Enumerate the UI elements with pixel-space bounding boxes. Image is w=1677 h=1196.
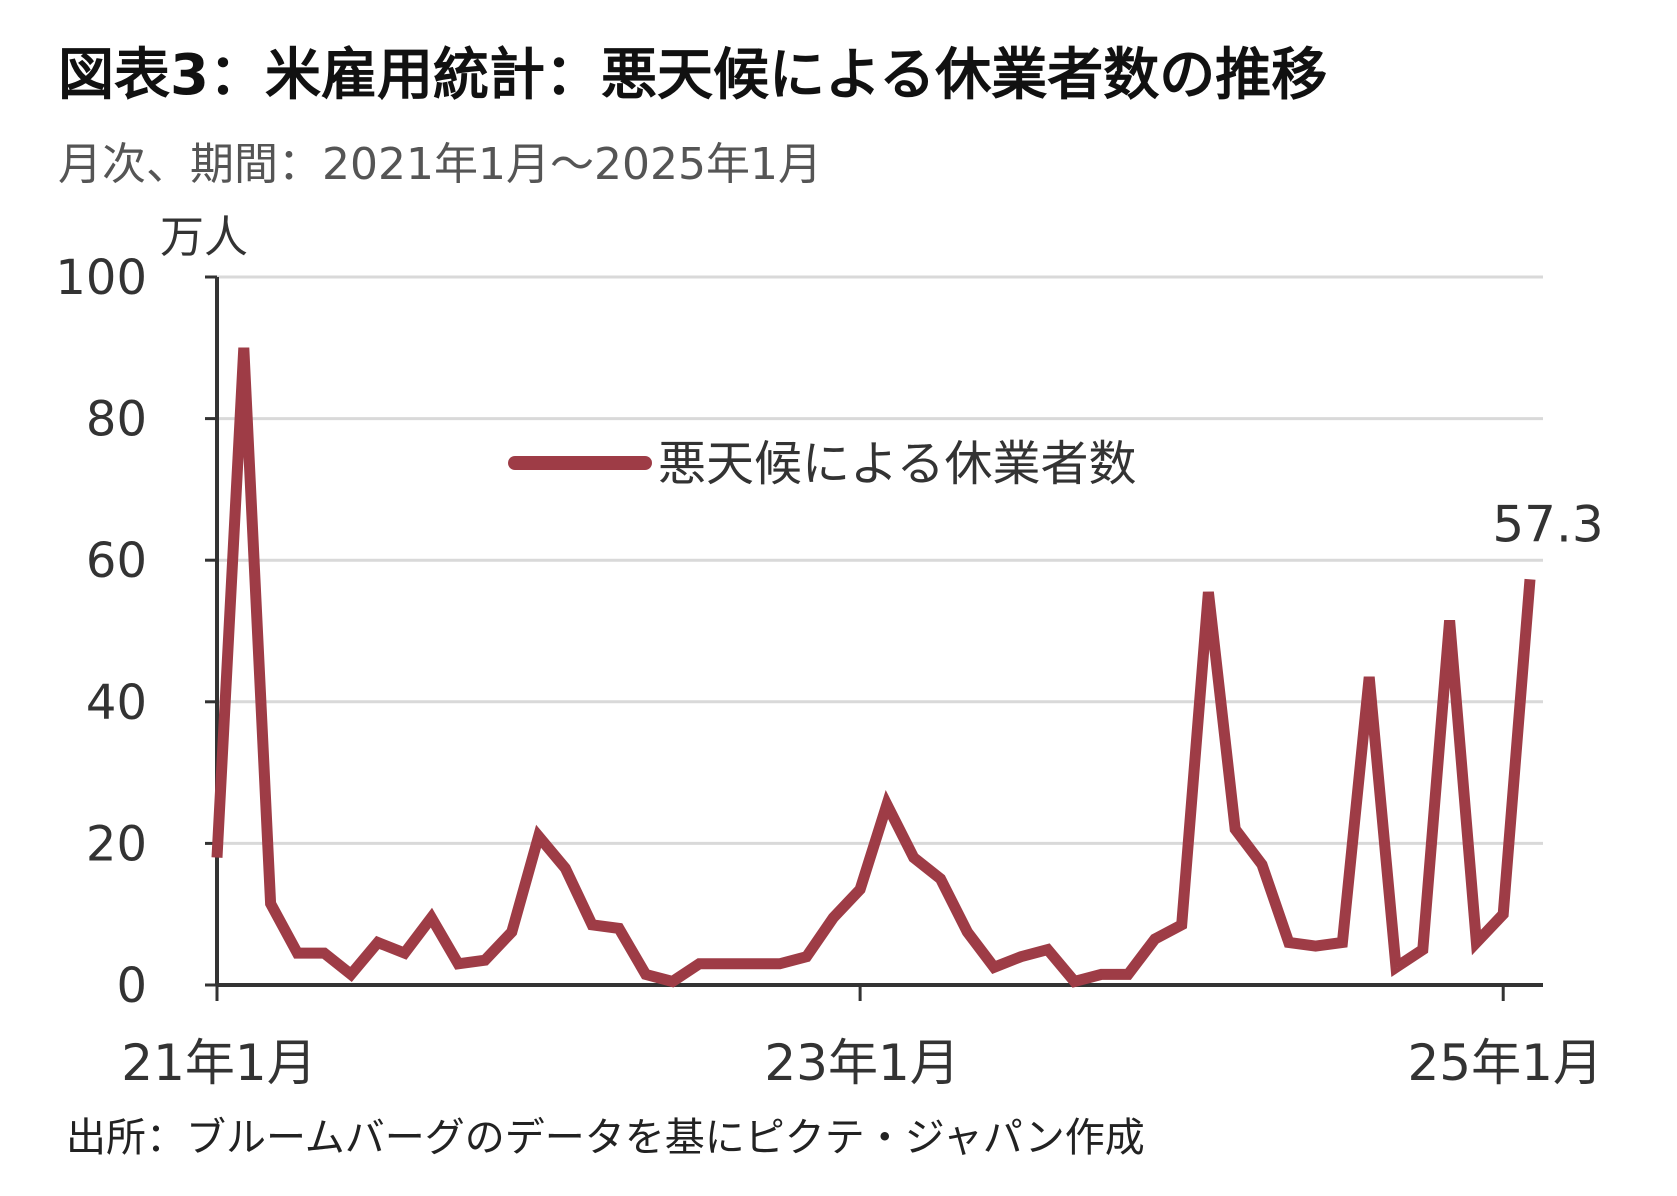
x-tick-label: 21年1月 bbox=[121, 1034, 316, 1092]
y-tick-label: 80 bbox=[86, 392, 147, 448]
y-tick-labels: 0 20 40 60 80 100 bbox=[55, 250, 217, 1014]
chart-title: 図表3：米雇用統計：悪天候による休業者数の推移 bbox=[58, 43, 1328, 108]
data-labels: 57.3 bbox=[1492, 495, 1603, 553]
y-tick-label: 60 bbox=[86, 533, 147, 589]
y-tick-label: 20 bbox=[86, 816, 147, 872]
x-tick-labels: 21年1月 23年1月 25年1月 bbox=[121, 985, 1603, 1092]
x-tick-label: 23年1月 bbox=[764, 1034, 959, 1092]
gridlines bbox=[217, 275, 1543, 845]
y-tick-label: 40 bbox=[86, 675, 147, 731]
data-label: 57.3 bbox=[1492, 495, 1603, 553]
x-tick-label: 25年1月 bbox=[1407, 1034, 1602, 1092]
y-tick-label: 0 bbox=[116, 958, 147, 1014]
axes bbox=[215, 277, 1543, 987]
source-note: 出所：ブルームバーグのデータを基にピクテ・ジャパン作成 bbox=[66, 1115, 1145, 1161]
chart-subtitle: 月次、期間：2021年1月～2025年1月 bbox=[58, 139, 822, 190]
legend: 悪天候による休業者数 bbox=[508, 436, 1137, 492]
series-line bbox=[211, 347, 1536, 988]
legend-label: 悪天候による休業者数 bbox=[658, 436, 1137, 492]
y-unit-label: 万人 bbox=[160, 212, 248, 263]
series-polyline bbox=[211, 347, 1536, 988]
y-tick-label: 100 bbox=[55, 250, 147, 306]
